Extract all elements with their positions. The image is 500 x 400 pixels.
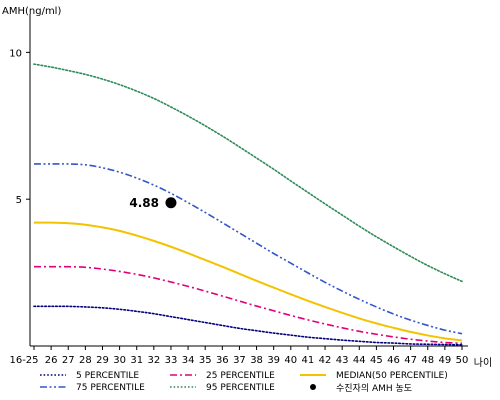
- x-tick-label: 29: [96, 355, 109, 366]
- x-tick-label: 33: [165, 355, 178, 366]
- x-axis-label: 나이: [474, 357, 492, 369]
- x-tick-label: 39: [267, 355, 280, 366]
- x-tick-label: 47: [404, 355, 417, 366]
- x-tick-label: 28: [79, 355, 92, 366]
- legend-label: 25 PERCENTILE: [206, 371, 275, 381]
- x-tick-label: 45: [370, 355, 383, 366]
- x-tick-label: 26: [45, 355, 58, 366]
- x-tick-label: 37: [233, 355, 246, 366]
- legend-label: 수진자의 AMH 농도: [336, 383, 412, 394]
- x-tick-label: 35: [199, 355, 212, 366]
- x-tick-label: 38: [250, 355, 263, 366]
- x-tick-label: 32: [147, 355, 160, 366]
- x-tick-label: 49: [439, 355, 452, 366]
- highlight-layer: 4.88: [129, 196, 177, 210]
- series-layer: [33, 63, 463, 346]
- series-line-95-percentile: [33, 63, 463, 283]
- x-tick-label: 16-25: [9, 355, 38, 366]
- x-tick-label: 31: [130, 355, 143, 366]
- x-tick-label: 44: [353, 355, 366, 366]
- legend-label: 95 PERCENTILE: [206, 383, 275, 393]
- legend-label: MEDIAN(50 PERCENTILE): [336, 371, 448, 381]
- x-tick-label: 30: [113, 355, 126, 366]
- x-tick-label: 48: [421, 355, 434, 366]
- x-tick-label: 41: [302, 355, 315, 366]
- x-tick-label: 50: [456, 355, 469, 366]
- series-line-5-percentile: [33, 305, 463, 346]
- y-axis-label: AMH(ng/ml): [2, 6, 61, 17]
- x-tick-label: 43: [336, 355, 349, 366]
- series-line-median-50-percentile: [33, 221, 463, 342]
- legend: 5 PERCENTILE 25 PERCENTILE MEDIAN(50 PERCE…: [40, 371, 448, 394]
- highlight-point: [165, 197, 177, 209]
- x-tick-label: 42: [319, 355, 332, 366]
- legend-label: 75 PERCENTILE: [76, 383, 145, 393]
- y-tick-label: 5: [16, 195, 22, 206]
- legend-label: 5 PERCENTILE: [76, 371, 139, 381]
- series-line-75-percentile: [34, 163, 463, 335]
- x-tick-label: 36: [216, 355, 229, 366]
- x-tick-label: 34: [182, 355, 195, 366]
- highlight-value-label: 4.88: [129, 196, 159, 210]
- series-line-25-percentile: [33, 265, 463, 345]
- x-tick-label: 40: [284, 355, 297, 366]
- legend-swatch: [310, 384, 316, 390]
- x-tick-label: 27: [62, 355, 75, 366]
- x-tick-label: 46: [387, 355, 400, 366]
- axes: AMH(ng/ml) 5 10 16-25 26 27 28 29 30 31 32 33 34 35 36…: [2, 6, 492, 369]
- y-tick-label: 10: [9, 48, 22, 59]
